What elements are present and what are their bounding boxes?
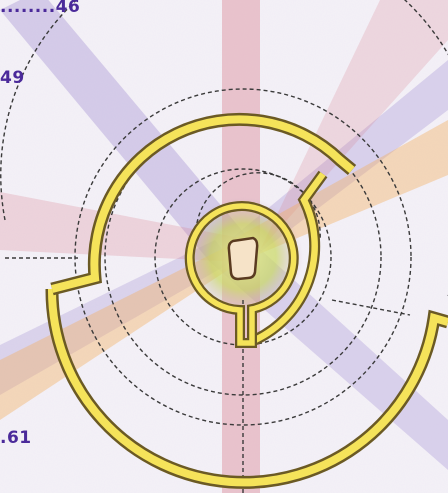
player-token-icon[interactable] — [227, 236, 259, 281]
score-readout-bottom: .61 — [0, 428, 32, 448]
beam-orange-left — [0, 246, 240, 420]
track-connector-right — [331, 299, 411, 316]
maze-wall-middle-fill — [253, 172, 326, 343]
beam-purple-upper-left — [0, 0, 250, 262]
track-ring-2 — [104, 118, 382, 396]
maze-wall-inner-fill — [187, 203, 297, 346]
maze-walls — [45, 112, 448, 489]
track-ring-1 — [154, 168, 332, 346]
maze-wall-upper-fill — [51, 115, 355, 293]
score-readout-middle: 49 — [0, 68, 25, 88]
beam-red-left — [0, 192, 240, 262]
score-readout-top: ........46 — [0, 0, 81, 17]
track-ring-inner-left — [195, 172, 321, 241]
maze-wall-outer-fill — [47, 288, 448, 487]
track-ring-3 — [74, 88, 412, 426]
